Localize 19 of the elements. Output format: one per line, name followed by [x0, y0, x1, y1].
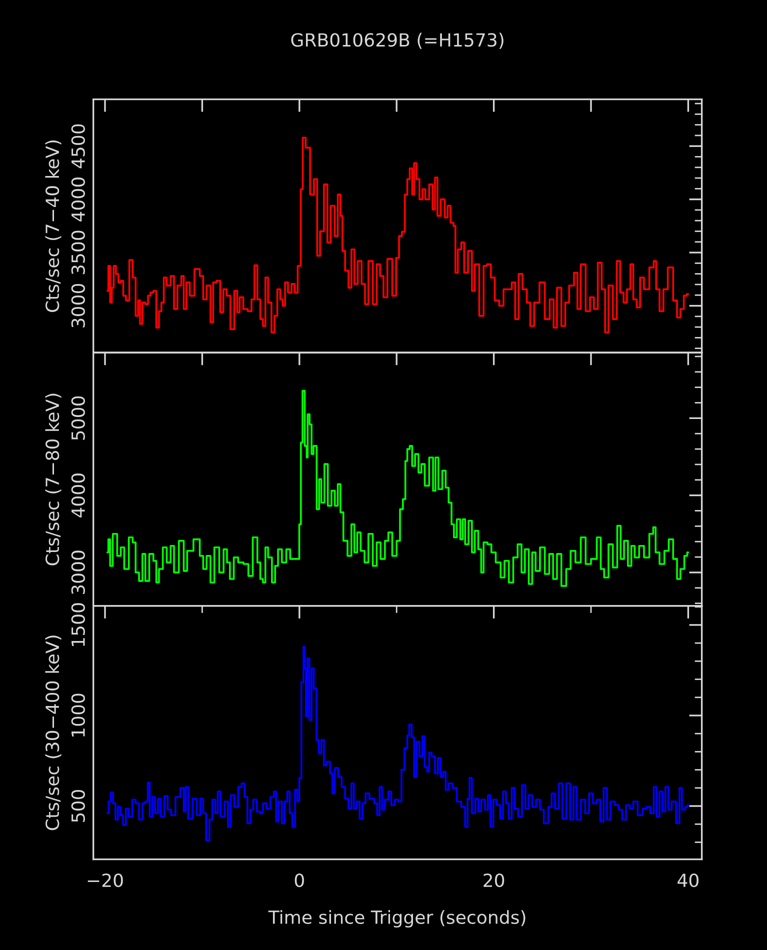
- chart-title: GRB010629B (=H1573): [291, 32, 504, 49]
- y-axis-title: Cts/sec (7−40 keV): [45, 140, 62, 312]
- y-tick-label: 4000: [71, 178, 85, 222]
- y-tick-label: 3000: [71, 284, 85, 328]
- y-tick-label: 5000: [71, 396, 85, 440]
- y-tick-label: 3000: [71, 550, 85, 594]
- y-tick-label: 1000: [71, 694, 85, 736]
- y-axis-title: Cts/sec (7−80 keV): [45, 394, 62, 566]
- y-tick-label: 1500: [71, 603, 85, 646]
- y-tick-label: 4000: [71, 474, 85, 518]
- x-tick-label: −20: [88, 873, 123, 888]
- x-tick-label: 20: [484, 873, 504, 888]
- x-axis-title: Time since Trigger (seconds): [268, 910, 526, 928]
- x-tick-label: 40: [678, 873, 698, 888]
- x-tick-label: 0: [294, 873, 304, 888]
- y-tick-label: 4500: [71, 124, 85, 168]
- y-axis-title: Cts/sec (30−400 keV): [45, 636, 62, 830]
- y-tick-label: 3500: [71, 230, 85, 274]
- y-tick-label: 500: [71, 790, 85, 822]
